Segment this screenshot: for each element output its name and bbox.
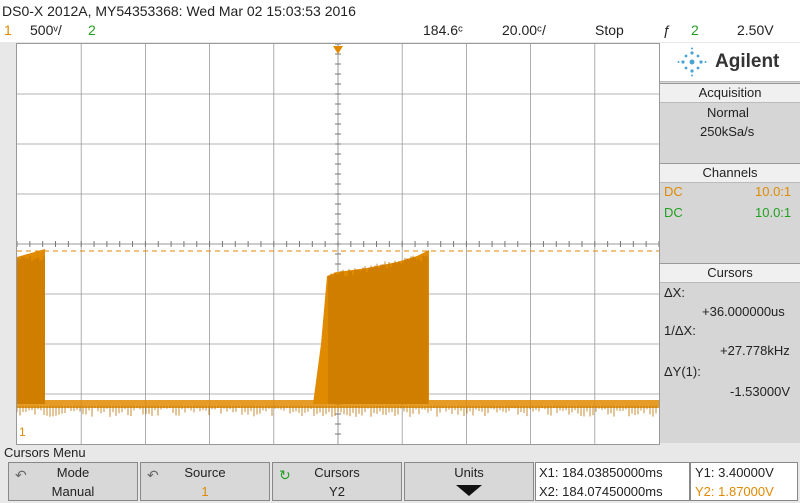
- mode-label: Mode: [56, 465, 90, 480]
- rotate-knob-icon: ↶: [15, 467, 27, 483]
- acquisition-header: Acquisition: [660, 83, 800, 103]
- time-scale: 20.00ᶜ/: [502, 22, 546, 38]
- y2-readout: Y2: 1.87000V: [695, 484, 774, 499]
- ch1-noise: [17, 255, 657, 417]
- cursors-label: Cursors: [314, 465, 360, 480]
- source-softkey[interactable]: ↶ Source 1: [140, 462, 270, 501]
- ch1-ground-marker: 1: [19, 425, 26, 439]
- menu-title: Cursors Menu: [4, 445, 86, 460]
- trigger-channel: 2: [691, 22, 699, 38]
- ch2-coupling: DC: [664, 205, 683, 220]
- delta-x-value: +36.000000us: [702, 304, 785, 319]
- cursors-value: Y2: [329, 484, 345, 499]
- ch1-probe: 10.0:1: [755, 184, 792, 199]
- x2-readout: X2: 184.07450000ms: [539, 484, 663, 499]
- trigger-edge-icon: ƒ: [663, 22, 671, 38]
- delta-x-label: ΔX:: [664, 285, 685, 300]
- ch1-waveform: [17, 249, 659, 408]
- source-label: Source: [184, 465, 226, 480]
- rotate-knob-active-icon: ↻: [279, 467, 291, 483]
- rotate-knob-icon: ↶: [147, 467, 159, 483]
- x-cursor-readout: X1: 184.03850000ms X2: 184.07450000ms: [535, 462, 690, 501]
- agilent-spark-icon: [677, 47, 707, 77]
- status-bar: DS0-X 2012A, MY54353368: Wed Mar 02 15:0…: [0, 0, 800, 42]
- delta-y-label: ΔY(1):: [664, 364, 701, 379]
- cursors-header: Cursors: [660, 263, 800, 283]
- source-value: 1: [201, 484, 209, 499]
- model-info: DS0-X 2012A, MY54353368: Wed Mar 02 15:0…: [2, 3, 356, 19]
- ch1-coupling: DC: [664, 184, 683, 199]
- time-offset: 184.6ᶜ: [423, 22, 463, 38]
- brand-logo: Agilent: [660, 43, 800, 82]
- x1-readout: X1: 184.03850000ms: [539, 465, 663, 480]
- brand-name: Agilent: [715, 51, 780, 72]
- info-panel: Agilent Acquisition Normal 250kSa/s Chan…: [660, 43, 800, 443]
- units-softkey[interactable]: Units: [404, 462, 534, 501]
- mode-value: Manual: [51, 484, 95, 499]
- run-state: Stop: [595, 22, 624, 38]
- channels-header: Channels: [660, 163, 800, 183]
- waveform-display[interactable]: 1: [16, 43, 660, 445]
- inverse-delta-x-label: 1/ΔX:: [664, 323, 696, 338]
- ch1-scale: 500ᵛ/: [30, 22, 62, 38]
- trigger-level: 2.50V: [737, 22, 774, 38]
- mode-softkey[interactable]: ↶ Mode Manual: [8, 462, 138, 501]
- y1-readout: Y1: 3.40000V: [695, 465, 774, 480]
- ch2-probe: 10.0:1: [755, 205, 792, 220]
- trigger-position-marker: [333, 46, 343, 54]
- ch1-number: 1: [4, 22, 12, 38]
- burst-1: [17, 249, 45, 404]
- units-label: Units: [454, 465, 484, 480]
- delta-y-value: -1.53000V: [730, 384, 790, 399]
- inverse-delta-x-value: +27.778kHz: [720, 343, 790, 358]
- y-cursor-readout: Y1: 3.40000V Y2: 1.87000V: [690, 462, 798, 501]
- ch2-number: 2: [88, 22, 96, 38]
- sample-rate: 250kSa/s: [700, 124, 755, 139]
- submenu-down-icon: [405, 483, 533, 500]
- cursors-softkey[interactable]: ↻ Cursors Y2: [272, 462, 402, 501]
- acquisition-mode: Normal: [707, 105, 749, 120]
- waveform-svg: 1: [17, 44, 659, 444]
